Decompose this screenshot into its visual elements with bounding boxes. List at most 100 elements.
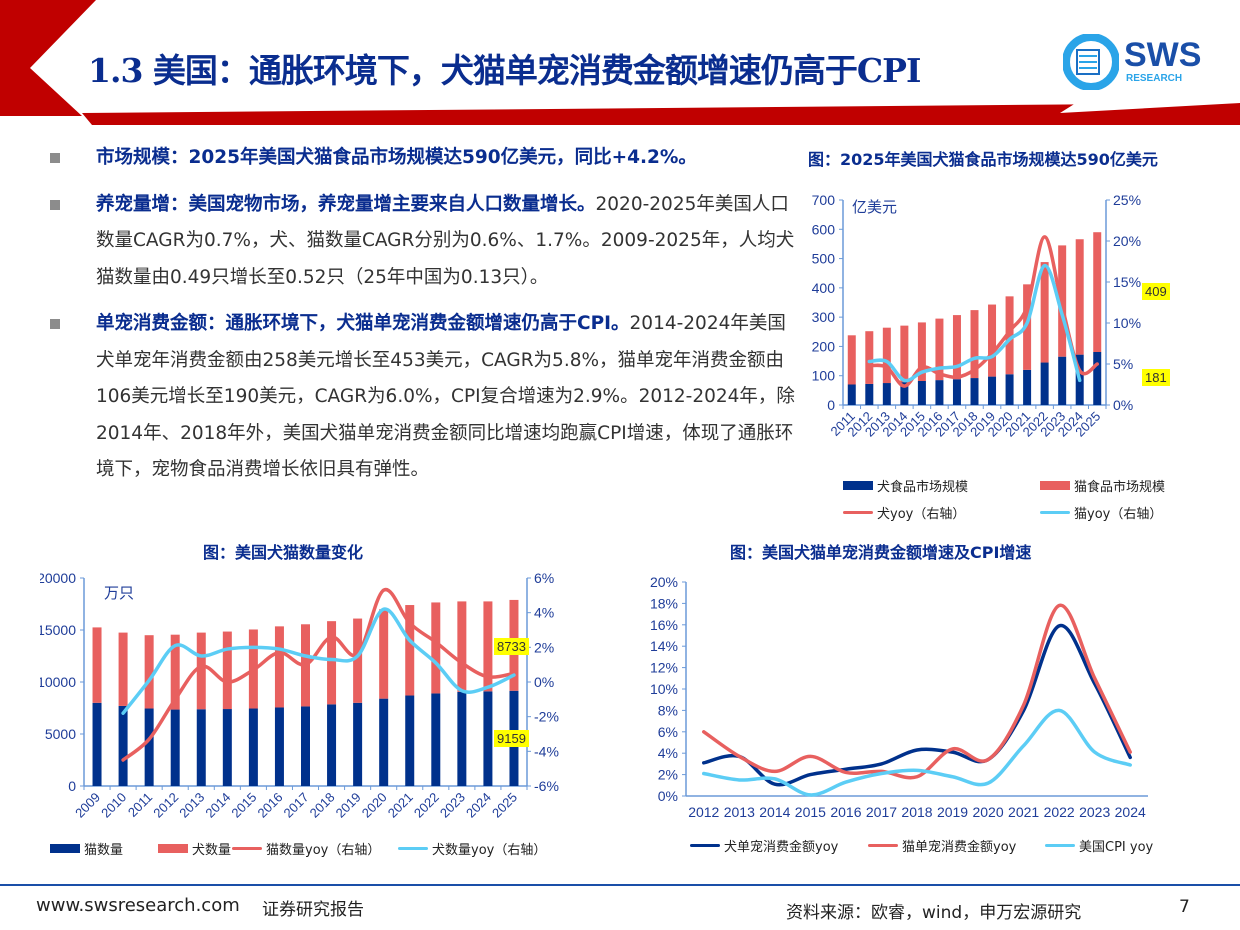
chart2-label-dog-2025: 8733 <box>494 638 529 655</box>
chart1-label-cat-2025: 409 <box>1142 283 1170 300</box>
y2-tick-label: -2% <box>534 709 559 725</box>
bar-top <box>457 601 467 692</box>
bar-bottom <box>1093 351 1102 405</box>
legend-item: 犬食品市场规模 <box>843 476 968 495</box>
x-tick-label: 2017 <box>281 790 312 821</box>
bar-top <box>1005 296 1014 375</box>
y2-tick-label: 10% <box>1113 315 1141 331</box>
bar-top <box>379 609 389 699</box>
bar-bottom <box>327 704 337 786</box>
y-tick-label: 20000 <box>40 570 76 586</box>
header-red-bar <box>82 103 1240 125</box>
chart1-label-dog-2025: 181 <box>1142 369 1170 386</box>
sws-logo-icon <box>1062 33 1120 91</box>
bullet-heading: 单宠消费金额：通胀环境下，犬猫单宠消费金额增速仍高于CPI。 <box>96 313 630 334</box>
x-tick-label: 2019 <box>333 790 364 821</box>
bullet-list: 市场规模：2025年美国犬猫食品市场规模达590亿美元，同比+4.2%。 养宠量… <box>50 140 800 489</box>
bar-bottom <box>935 380 944 405</box>
legend-swatch <box>843 481 873 490</box>
y-tick-label: 0% <box>658 788 678 804</box>
bar-bottom <box>274 707 284 786</box>
x-tick-label: 2023 <box>437 790 468 821</box>
y-tick-label: 15000 <box>40 622 76 638</box>
header-decoration <box>0 0 1240 125</box>
bar-bottom <box>301 706 310 786</box>
legend-label: 犬食品市场规模 <box>877 480 969 495</box>
y-tick-label: 0 <box>827 397 835 413</box>
y2-tick-label: 4% <box>534 605 554 621</box>
footer-doc-type: 证券研究报告 <box>262 900 364 920</box>
bar-bottom <box>92 702 102 786</box>
legend-swatch <box>398 847 428 850</box>
x-tick-label: 2020 <box>972 804 1003 820</box>
bar-bottom <box>1040 362 1049 405</box>
bar-bottom <box>353 702 363 786</box>
y-tick-label: 5000 <box>45 726 76 742</box>
y-tick-label: 12% <box>650 660 678 676</box>
x-tick-label: 2024 <box>463 790 494 821</box>
chart2-unit: 万只 <box>104 584 135 602</box>
legend-swatch <box>843 511 873 514</box>
bullet-text: 2014-2024年美国犬单宠年消费金额由258美元增长至453美元，CAGR为… <box>96 313 795 480</box>
y-tick-label: 700 <box>812 192 836 208</box>
legend-item: 犬单宠消费金额yoy <box>690 836 838 855</box>
chart3-title: 图：美国犬猫单宠消费金额增速及CPI增速 <box>730 543 1032 562</box>
bar-bottom <box>847 384 856 405</box>
legend-item: 猫数量 <box>50 839 123 858</box>
y-tick-label: 200 <box>812 338 836 354</box>
y2-tick-label: 15% <box>1113 274 1141 290</box>
y-tick-label: 600 <box>812 221 836 237</box>
legend-item: 犬yoy（右轴） <box>843 503 965 522</box>
bar-top <box>970 310 979 379</box>
y-tick-label: 18% <box>650 595 678 611</box>
bar-bottom <box>1023 369 1032 405</box>
y2-tick-label: 0% <box>534 674 554 690</box>
x-tick-label: 2014 <box>759 804 790 820</box>
bullet-square-icon <box>50 319 60 329</box>
bar-bottom <box>118 705 128 786</box>
y-tick-label: 4% <box>658 745 678 761</box>
legend-item: 猫数量yoy（右轴） <box>232 839 380 858</box>
legend-item: 犬数量yoy（右轴） <box>398 839 546 858</box>
legend-label: 犬数量 <box>192 843 232 858</box>
series-line-2 <box>702 603 1132 780</box>
footer-website[interactable]: www.swsresearch.com <box>36 895 240 916</box>
bar-bottom <box>1058 356 1067 405</box>
x-tick-label: 2022 <box>1044 804 1075 820</box>
x-tick-label: 2016 <box>255 790 286 821</box>
x-tick-label: 2010 <box>98 790 129 821</box>
bar-top <box>882 327 891 384</box>
bullet-square-icon <box>50 153 60 163</box>
legend-label: 犬yoy（右轴） <box>877 507 966 522</box>
y2-tick-label: 5% <box>1113 356 1133 372</box>
x-tick-label: 2015 <box>228 790 259 821</box>
y-tick-label: 0 <box>68 778 76 794</box>
bar-bottom <box>917 380 926 405</box>
y2-tick-label: 2% <box>534 639 554 655</box>
bar-top <box>935 318 944 381</box>
bar-bottom <box>222 709 232 786</box>
bullet-text: 2020-2025年美国人口数量CAGR为0.7%，犬、猫数量CAGR分别为0.… <box>96 193 795 288</box>
bar-top <box>196 632 206 710</box>
page-number: 7 <box>1179 897 1190 917</box>
x-tick-label: 2018 <box>307 790 338 821</box>
bar-bottom <box>952 379 961 405</box>
chart1-title: 图：2025年美国犬猫食品市场规模达590亿美元 <box>808 150 1158 169</box>
legend-swatch <box>868 844 898 847</box>
bar-top <box>483 601 493 692</box>
x-tick-label: 2013 <box>724 804 755 820</box>
bar-bottom <box>431 693 441 786</box>
bar-bottom <box>1005 374 1014 405</box>
y-tick-label: 10% <box>650 681 678 697</box>
series-line-1 <box>702 624 1132 787</box>
bullet-square-icon <box>50 199 60 210</box>
bar-top <box>118 632 128 706</box>
legend-label: 猫单宠消费金额yoy <box>902 840 1017 855</box>
x-tick-label: 2012 <box>688 804 719 820</box>
bullet-heading: 养宠量增：美国宠物市场，养宠量增主要来自人口数量增长。 <box>96 193 596 215</box>
y-tick-label: 2% <box>658 767 678 783</box>
legend-label: 猫数量 <box>84 843 124 858</box>
bar-top <box>900 325 909 383</box>
bar-bottom <box>405 695 415 786</box>
x-tick-label: 2024 <box>1115 804 1146 820</box>
